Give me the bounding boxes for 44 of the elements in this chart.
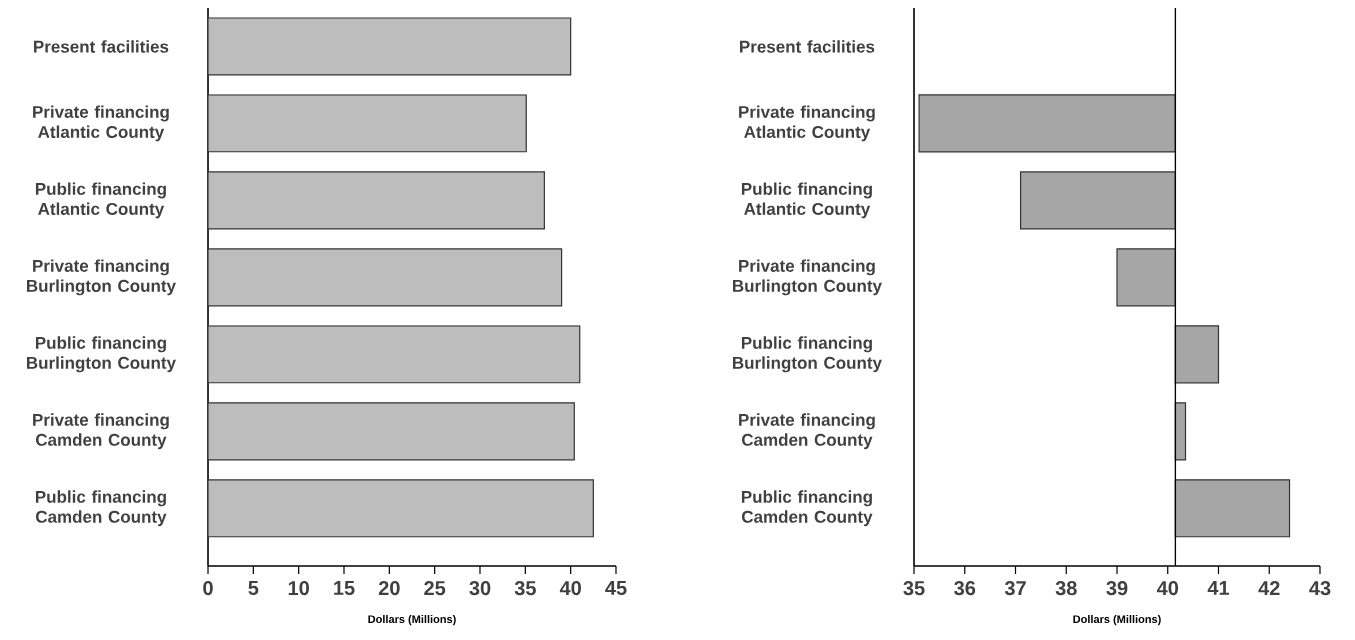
x-tick-label: 25	[424, 581, 446, 596]
y-tick-label: Private financing Atlantic County	[739, 105, 875, 142]
x-tick-label: 0	[203, 581, 213, 596]
x-tick-label: 37	[1004, 581, 1026, 596]
x-tick-label: 40	[559, 581, 581, 596]
y-tick-label: Private financing Atlantic County	[33, 105, 169, 142]
x-tick-label: 42	[1258, 581, 1280, 596]
bar	[208, 402, 575, 461]
y-tick-label: Public financing Burlington County	[27, 336, 176, 373]
x-tick-label: 41	[1207, 581, 1230, 595]
x-tick-label: 5	[248, 581, 259, 596]
x-tick-label: 10	[288, 581, 309, 596]
x-tick-label: 43	[1309, 581, 1331, 596]
x-tick-label: 30	[469, 581, 491, 596]
x-tick-label: 35	[903, 581, 925, 596]
x-tick-label: 15	[334, 581, 355, 596]
y-tick-label: Private financing Burlington County	[733, 259, 882, 296]
y-tick-label: Private financing Burlington County	[27, 259, 176, 296]
y-tick-label: Present facilities	[34, 40, 169, 53]
bar	[208, 17, 572, 76]
bar	[1174, 479, 1291, 538]
x-tick-label: 39	[1106, 581, 1128, 596]
x-tick-label: 35	[514, 581, 536, 596]
x-axis-title: Dollars (Millions)	[1073, 614, 1161, 626]
y-tick-label: Private financing Camden County	[739, 413, 875, 450]
bar	[208, 94, 527, 153]
x-tick-label: 40	[1156, 581, 1179, 596]
x-tick-label: 38	[1055, 581, 1077, 596]
y-tick-label: Public financing Camden County	[741, 490, 873, 527]
x-tick-label: 20	[378, 581, 400, 596]
bar	[1174, 325, 1220, 384]
x-tick-label: 36	[954, 581, 976, 596]
bar	[1019, 171, 1176, 230]
y-tick-label: Public financing Atlantic County	[35, 182, 166, 219]
x-tick-label: 45	[605, 581, 627, 596]
bar	[918, 94, 1176, 153]
y-tick-label: Present facilities	[740, 40, 875, 53]
y-tick-label: Public financing Burlington County	[733, 336, 882, 373]
y-tick-label: Private financing Camden County	[33, 413, 169, 450]
x-axis-title: Dollars (Millions)	[368, 614, 456, 626]
bar	[208, 171, 545, 230]
y-tick-label: Public financing Camden County	[35, 490, 167, 527]
y-tick-label: Public financing Atlantic County	[741, 182, 872, 219]
bar	[1116, 248, 1176, 307]
